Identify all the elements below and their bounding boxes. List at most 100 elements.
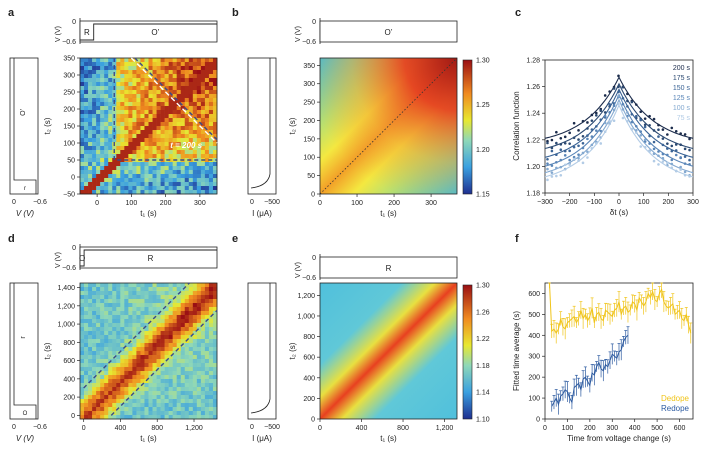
heatmap-cell-d (204, 323, 210, 328)
heatmap-cell-a (200, 86, 206, 91)
heatmap-cell-a (192, 182, 198, 187)
heatmap-cell-d (184, 319, 190, 324)
heatmap-cell-d (108, 331, 113, 336)
heatmap-cell-d (212, 283, 218, 288)
heatmap-cell-d (92, 367, 97, 372)
heatmap-cell-a (172, 98, 178, 103)
heatmap-cell-a (156, 122, 161, 127)
heatmap-cell-d (188, 327, 194, 332)
heatmap-cell-a (104, 74, 109, 79)
heatmap-cell-d (156, 303, 161, 308)
heatmap-cell-a (168, 134, 173, 139)
heatmap-cell-a (172, 86, 178, 91)
heatmap-cell-a (144, 110, 149, 115)
data-point-c (648, 114, 651, 118)
heatmap-cell-d (184, 371, 190, 376)
heatmap-cell-a (96, 82, 101, 87)
heatmap-cell-a (184, 162, 190, 167)
heatmap-cell-a (92, 170, 97, 175)
data-point-c (595, 125, 598, 128)
data-point-c (652, 159, 656, 163)
heatmap-cell-d (164, 379, 169, 384)
heatmap-cell-a (200, 174, 206, 179)
heatmap-cell-d (132, 283, 137, 288)
heatmap-cell-d (144, 307, 149, 312)
heatmap-cell-a (156, 90, 161, 95)
heatmap-cell-a (164, 138, 169, 143)
heatmap-cell-a (116, 186, 121, 191)
heatmap-cell-d (128, 331, 133, 336)
x-tick-label-b: 200 (388, 200, 400, 207)
heatmap-cell-d (204, 283, 210, 288)
heatmap-cell-d (192, 311, 198, 316)
heatmap-cell-d (92, 395, 97, 400)
heatmap-cell-d (92, 339, 97, 344)
heatmap-cell-a (172, 174, 178, 179)
heatmap-cell-d (204, 399, 210, 404)
heatmap-cell-a (108, 178, 113, 183)
heatmap-cell-a (152, 182, 157, 187)
heatmap-cell-d (116, 399, 121, 404)
heatmap-cell-a (144, 98, 149, 103)
heatmap-cell-a (120, 78, 125, 83)
heatmap-cell-d (132, 347, 137, 352)
heatmap-cell-a (140, 78, 145, 83)
heatmap-cell-d (168, 311, 173, 316)
heatmap-cell-d (124, 411, 129, 416)
heatmap-cell-d (208, 335, 214, 340)
heatmap-cell-a (156, 142, 161, 147)
heatmap-cell-d (196, 415, 202, 420)
heatmap-cell-d (192, 299, 198, 304)
heatmap-cell-d (148, 331, 153, 336)
heatmap-cell-d (136, 363, 141, 368)
heatmap-cell-d (124, 403, 129, 408)
heatmap-cell-a (184, 158, 190, 163)
heatmap-cell-d (128, 295, 133, 300)
panel-letter-e: e (232, 233, 238, 245)
heatmap-cell-d (124, 407, 129, 412)
heatmap-cell-d (180, 347, 186, 352)
heatmap-cell-a (100, 106, 105, 111)
heatmap-cell-d (120, 407, 125, 412)
heatmap-cell-d (136, 323, 141, 328)
heatmap-cell-a (96, 90, 101, 95)
heatmap-cell-d (84, 303, 89, 308)
diagonal-b (319, 57, 458, 195)
heatmap-cell-d (168, 407, 173, 412)
y-tick-label-e: 200 (303, 396, 315, 403)
heatmap-cell-d (208, 287, 214, 292)
heatmap-cell-a (196, 142, 202, 147)
heatmap-cell-a (100, 190, 105, 195)
y-tick-label-f: 600 (528, 291, 540, 298)
heatmap-cell-d (120, 291, 125, 296)
heatmap-cell-d (116, 287, 121, 292)
heatmap-cell-d (80, 391, 85, 396)
x-tick-label-f: 200 (584, 425, 596, 432)
heatmap-cell-a (124, 126, 129, 131)
heatmap-cell-a (124, 66, 129, 71)
heatmap-cell-a (204, 134, 210, 139)
heatmap-cell-a (104, 142, 109, 147)
heatmap-cell-d (124, 303, 129, 308)
heatmap-cell-a (80, 138, 85, 143)
heatmap-cell-d (120, 383, 125, 388)
heatmap-cell-a (164, 190, 169, 195)
heatmap-cell-d (112, 295, 117, 300)
heatmap-cell-a (128, 118, 133, 123)
series-c-175 s (544, 82, 694, 152)
heatmap-cell-d (152, 303, 157, 308)
heatmap-cell-d (196, 363, 202, 368)
heatmap-cell-a (92, 86, 97, 91)
heatmap-cell-a (108, 66, 113, 71)
heatmap-cell-a (192, 106, 198, 111)
y-tick-label-e: 400 (303, 375, 315, 382)
heatmap-cell-d (92, 363, 97, 368)
heatmap-cell-d (192, 351, 198, 356)
heatmap-cell-d (124, 295, 129, 300)
heatmap-cell-a (152, 190, 157, 195)
heatmap-cell-d (80, 403, 85, 408)
heatmap-cell-d (84, 407, 89, 412)
heatmap-cell-a (136, 74, 141, 79)
heatmap-cell-a (116, 110, 121, 115)
heatmap-cell-a (204, 146, 210, 151)
